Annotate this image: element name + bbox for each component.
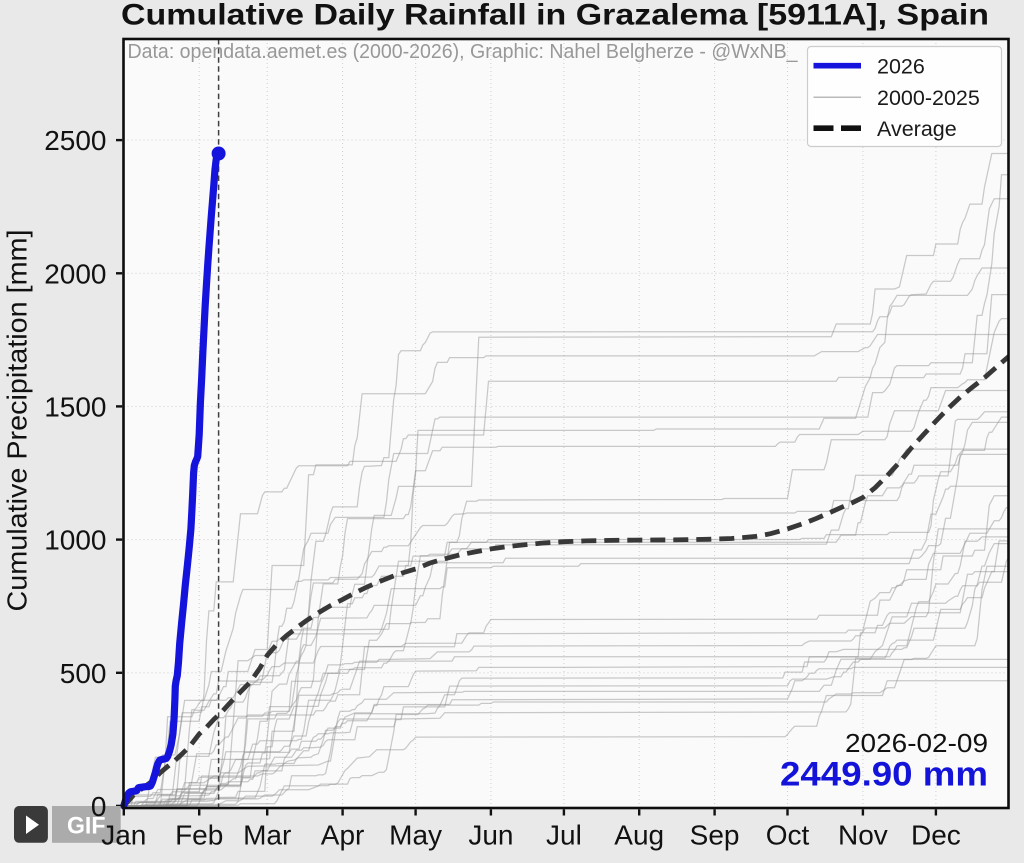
- svg-text:Data: opendata.aemet.es (2000-: Data: opendata.aemet.es (2000-2026), Gra…: [128, 41, 799, 63]
- svg-text:2026-02-09: 2026-02-09: [845, 728, 988, 758]
- svg-text:2449.90 mm: 2449.90 mm: [780, 756, 988, 794]
- svg-text:2500: 2500: [44, 125, 106, 156]
- svg-text:1500: 1500: [44, 391, 106, 422]
- svg-text:2026: 2026: [877, 54, 925, 78]
- svg-text:Apr: Apr: [321, 820, 365, 851]
- svg-text:May: May: [389, 820, 442, 851]
- svg-text:Average: Average: [877, 117, 957, 141]
- svg-text:Oct: Oct: [766, 820, 810, 851]
- svg-text:Mar: Mar: [243, 820, 291, 851]
- svg-text:GIF: GIF: [67, 813, 106, 840]
- svg-text:0: 0: [91, 791, 107, 822]
- svg-text:2000: 2000: [44, 258, 106, 289]
- svg-text:Jan: Jan: [101, 820, 146, 851]
- svg-text:Feb: Feb: [175, 820, 223, 851]
- svg-text:500: 500: [60, 658, 107, 689]
- svg-text:Cumulative Precipitation [mm]: Cumulative Precipitation [mm]: [2, 230, 33, 612]
- svg-text:Dec: Dec: [911, 820, 961, 851]
- svg-text:Nov: Nov: [838, 820, 888, 851]
- svg-text:Jul: Jul: [546, 820, 582, 851]
- svg-text:Sep: Sep: [690, 820, 740, 851]
- svg-text:Aug: Aug: [614, 820, 664, 851]
- svg-text:Jun: Jun: [468, 820, 513, 851]
- svg-text:1000: 1000: [44, 525, 106, 556]
- svg-text:Cumulative Daily Rainfall in G: Cumulative Daily Rainfall in Grazalema […: [121, 0, 989, 32]
- svg-text:2000-2025: 2000-2025: [877, 86, 980, 110]
